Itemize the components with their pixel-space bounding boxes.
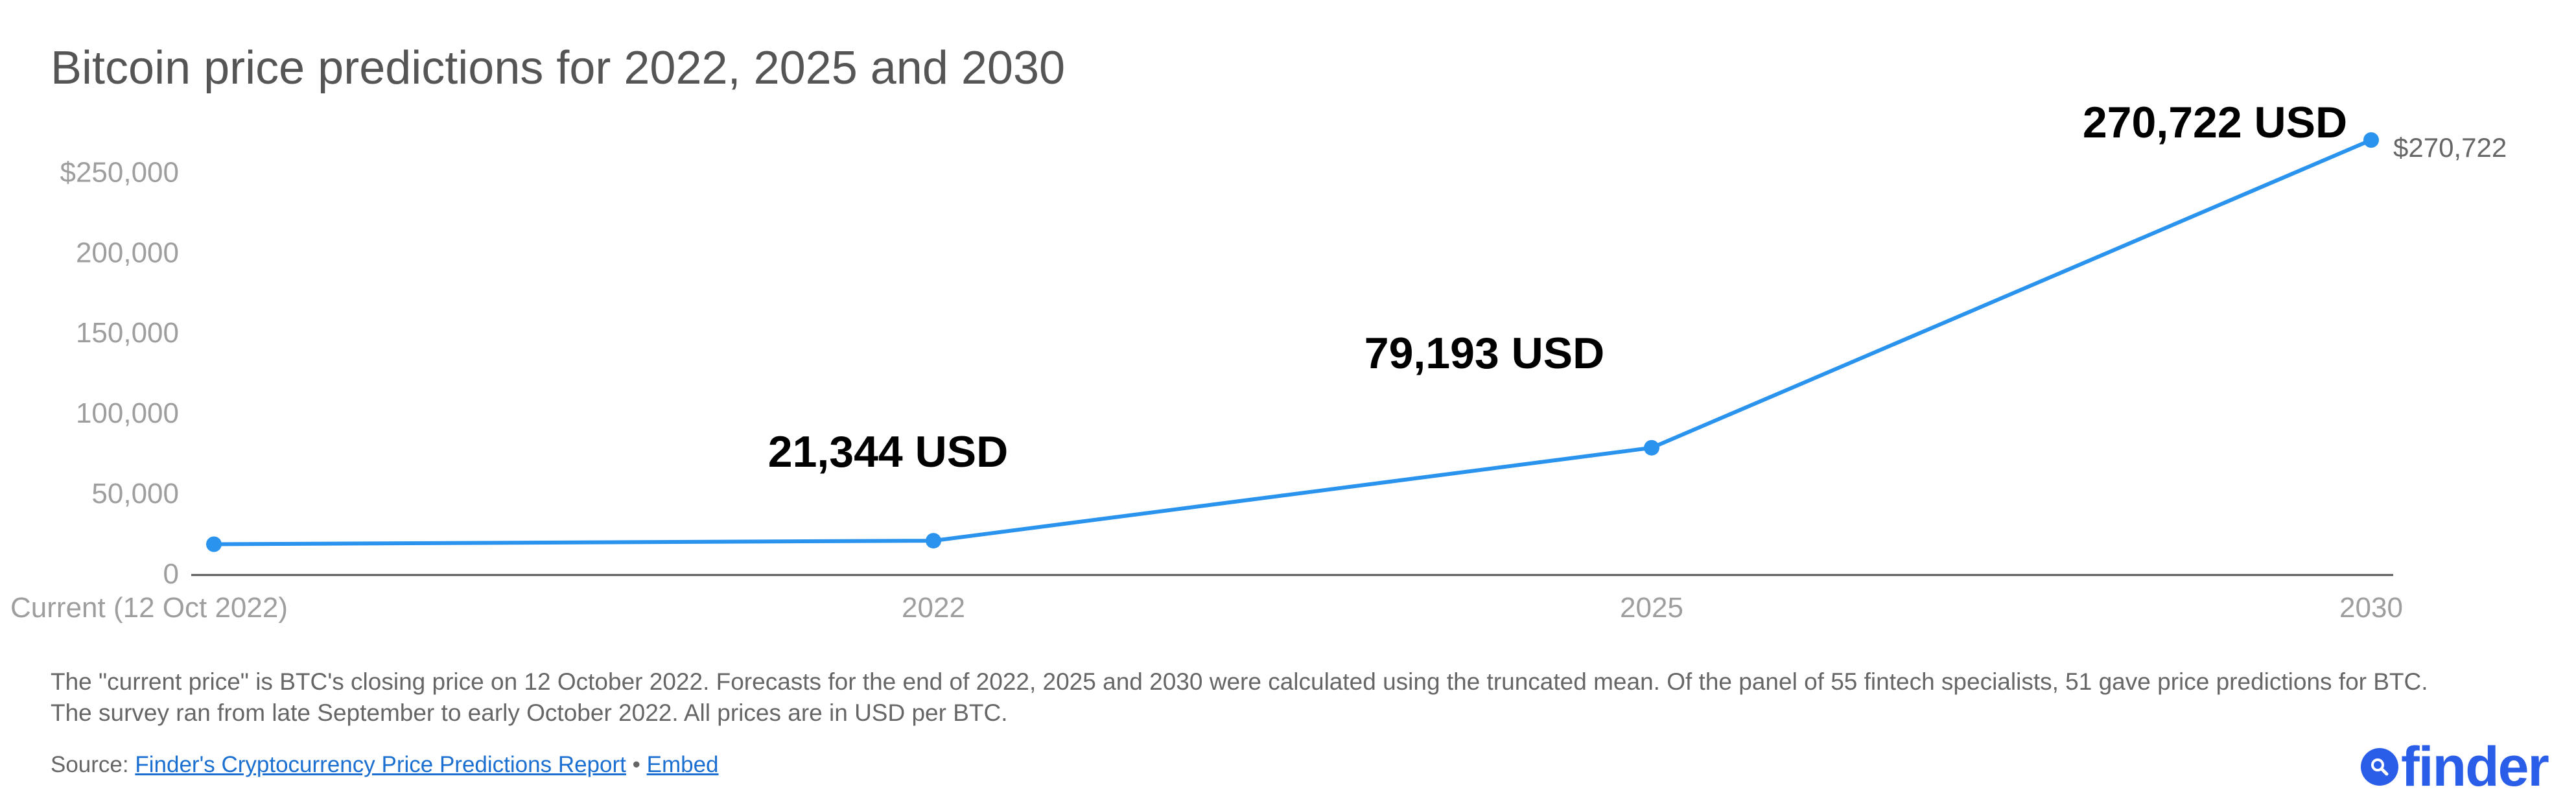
y-tick-label: 100,000	[76, 397, 179, 429]
data-point	[2363, 132, 2379, 148]
x-tick-label: Current (12 Oct 2022)	[10, 592, 288, 624]
data-point	[1644, 440, 1659, 456]
chart-title: Bitcoin price predictions for 2022, 2025…	[51, 42, 1066, 94]
source-prefix: Source:	[51, 752, 129, 777]
data-point	[926, 533, 941, 549]
y-tick-label: 150,000	[76, 317, 179, 349]
series-line	[213, 138, 2372, 546]
y-tick-label: 200,000	[76, 237, 179, 268]
x-tick-label: 2030	[2339, 592, 2403, 624]
data-annotation: 21,344 USD	[768, 427, 1008, 476]
y-tick-label: 50,000	[91, 478, 179, 510]
end-value-label: $270,722	[2393, 132, 2507, 163]
magnifier-icon	[2361, 748, 2398, 786]
embed-link[interactable]: Embed	[646, 752, 719, 777]
x-tick-label: 2025	[1620, 592, 1683, 624]
line-chart: 0 50,000 100,000 150,000 200,000 $250,000 Curr…	[10, 98, 2507, 624]
data-annotation: 79,193 USD	[1364, 329, 1604, 378]
report-link[interactable]: Finder's Cryptocurrency Price Prediction…	[135, 752, 626, 777]
finder-logo[interactable]: finder	[2361, 736, 2549, 798]
logo-wordmark: finder	[2401, 736, 2549, 798]
y-tick-label: $250,000	[60, 156, 179, 188]
data-point	[206, 536, 222, 552]
data-annotation: 270,722 USD	[2083, 98, 2347, 147]
x-tick-label: 2022	[902, 592, 965, 624]
source-line: Source: Finder's Cryptocurrency Price Pr…	[51, 752, 719, 778]
y-tick-label: 0	[163, 558, 179, 590]
chart-footnote: The "current price" is BTC's closing pri…	[51, 668, 2428, 726]
source-separator: •	[632, 752, 640, 777]
